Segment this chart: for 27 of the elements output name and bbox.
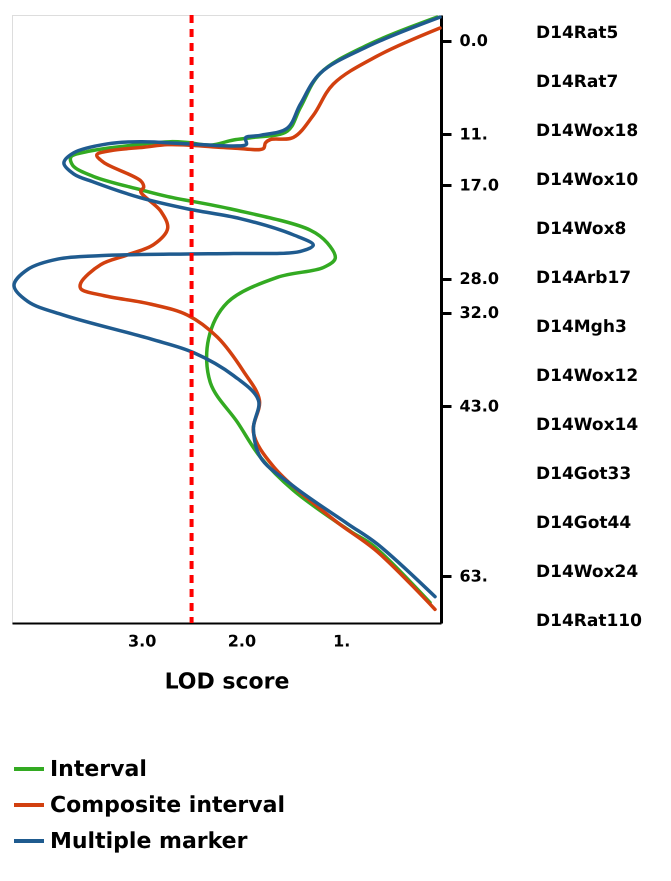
text: D14Mgh3 xyxy=(536,317,627,337)
text: D14Arb17 xyxy=(536,268,632,288)
x-axis-title: LOD score xyxy=(164,670,290,694)
text: D14Rat110 xyxy=(536,611,642,631)
text: D14Got44 xyxy=(536,513,632,533)
text: D14Wox10 xyxy=(536,170,638,190)
y-tick-label: 63. xyxy=(460,566,488,586)
y-tick-label: 43.0 xyxy=(460,396,499,416)
x-tick-label: 2.0 xyxy=(228,632,256,650)
legend-label: Composite interval xyxy=(50,793,285,818)
x-tick-label: 3.0 xyxy=(128,632,156,650)
text: D14Wox24 xyxy=(536,562,638,582)
text: D14Wox12 xyxy=(536,366,638,386)
y-tick-label: 11. xyxy=(460,124,488,144)
text: D14Wox18 xyxy=(536,121,638,141)
y-tick-label: 0.0 xyxy=(460,31,488,50)
text: D14Got33 xyxy=(536,464,632,484)
text: D14Wox14 xyxy=(536,415,638,435)
y-tick-label: 32.0 xyxy=(460,303,499,322)
x-tick-label: 1. xyxy=(333,632,350,650)
y-tick-label: 17.0 xyxy=(460,176,499,195)
legend-label: Interval xyxy=(50,757,147,782)
y-tick-label: 28.0 xyxy=(460,269,499,288)
legend-label: Multiple marker xyxy=(50,829,248,854)
text: D14Wox8 xyxy=(536,219,626,239)
text: D14Rat5 xyxy=(536,23,618,43)
text: D14Rat7 xyxy=(536,72,618,92)
